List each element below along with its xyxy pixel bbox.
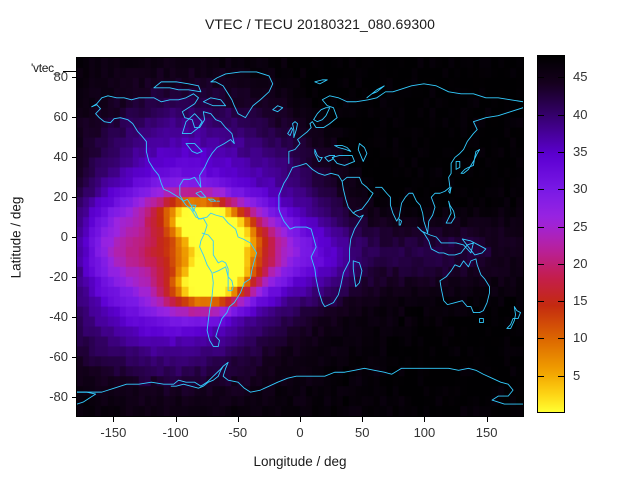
y-tick-label: -80 xyxy=(49,389,68,404)
colorbar xyxy=(537,55,565,413)
y-tick-label: 0 xyxy=(60,229,68,244)
colorbar-tick-mark xyxy=(558,338,564,340)
chart-title: VTEC / TECU 20180321_080.69300 xyxy=(204,16,435,32)
colorbar-tick-label: 15 xyxy=(573,293,588,309)
plot-key-label: 'vtec_ xyxy=(31,61,61,75)
x-tick-mark xyxy=(113,417,115,422)
colorbar-tick-label: 25 xyxy=(573,218,588,234)
colorbar-tick-mark xyxy=(538,375,544,377)
colorbar-tick-mark xyxy=(558,77,564,79)
y-tick-label: -20 xyxy=(49,269,68,284)
colorbar-tick-mark xyxy=(538,338,544,340)
colorbar-tick-mark xyxy=(558,375,564,377)
heatmap-plot-area xyxy=(76,57,524,417)
x-tick-label: -150 xyxy=(100,425,127,440)
x-tick-label: 50 xyxy=(354,425,370,440)
y-tick-label: 60 xyxy=(53,109,68,124)
x-tick-mark xyxy=(362,417,364,422)
y-tick-label: 80 xyxy=(53,69,68,84)
x-tick-mark xyxy=(300,417,301,422)
colorbar-tick-mark xyxy=(538,226,544,228)
y-tick-label: -40 xyxy=(49,309,68,324)
x-tick-label: 150 xyxy=(475,425,498,440)
y-axis-label: Latitude / deg xyxy=(8,196,24,279)
y-tick-mark xyxy=(72,117,77,118)
colorbar-tick-mark xyxy=(538,189,544,191)
x-tick-label: -100 xyxy=(162,425,189,440)
colorbar-tick-label: 20 xyxy=(573,255,588,271)
colorbar-tick-mark xyxy=(558,151,564,153)
colorbar-tick-label: 30 xyxy=(573,181,588,197)
colorbar-tick-label: 10 xyxy=(573,330,588,346)
y-tick-mark xyxy=(72,197,77,198)
colorbar-gradient xyxy=(538,56,564,412)
plot-key-line xyxy=(63,71,77,72)
colorbar-tick-mark xyxy=(538,77,544,79)
y-tick-mark xyxy=(72,157,77,158)
y-tick-mark xyxy=(72,357,77,358)
colorbar-tick-mark xyxy=(558,114,564,116)
y-tick-label: 40 xyxy=(53,149,68,164)
x-axis-label: Longitude / deg xyxy=(253,454,347,469)
colorbar-tick-mark xyxy=(538,301,544,303)
colorbar-tick-label: 35 xyxy=(573,143,588,159)
y-tick-mark xyxy=(72,317,77,318)
colorbar-tick-mark xyxy=(538,114,544,116)
colorbar-tick-mark xyxy=(538,263,544,265)
y-tick-mark xyxy=(72,77,77,78)
y-tick-label: 20 xyxy=(53,189,68,204)
y-tick-mark xyxy=(72,277,77,278)
x-tick-mark xyxy=(486,417,488,422)
colorbar-tick-label: 5 xyxy=(573,367,581,383)
y-tick-mark xyxy=(72,397,77,398)
colorbar-tick-mark xyxy=(538,151,544,153)
colorbar-tick-mark xyxy=(558,189,564,191)
colorbar-tick-mark xyxy=(558,226,564,228)
x-tick-mark xyxy=(175,417,177,422)
x-tick-label: 100 xyxy=(413,425,436,440)
colorbar-tick-mark xyxy=(558,263,564,265)
colorbar-tick-label: 40 xyxy=(573,106,588,122)
vtec-heatmap xyxy=(77,58,523,416)
x-tick-label: -50 xyxy=(228,425,248,440)
y-tick-label: -60 xyxy=(49,349,68,364)
y-tick-mark xyxy=(72,237,77,238)
x-tick-label: 0 xyxy=(296,425,304,440)
colorbar-tick-mark xyxy=(558,301,564,303)
x-tick-mark xyxy=(237,417,239,422)
colorbar-tick-label: 45 xyxy=(573,69,588,85)
x-tick-mark xyxy=(424,417,426,422)
